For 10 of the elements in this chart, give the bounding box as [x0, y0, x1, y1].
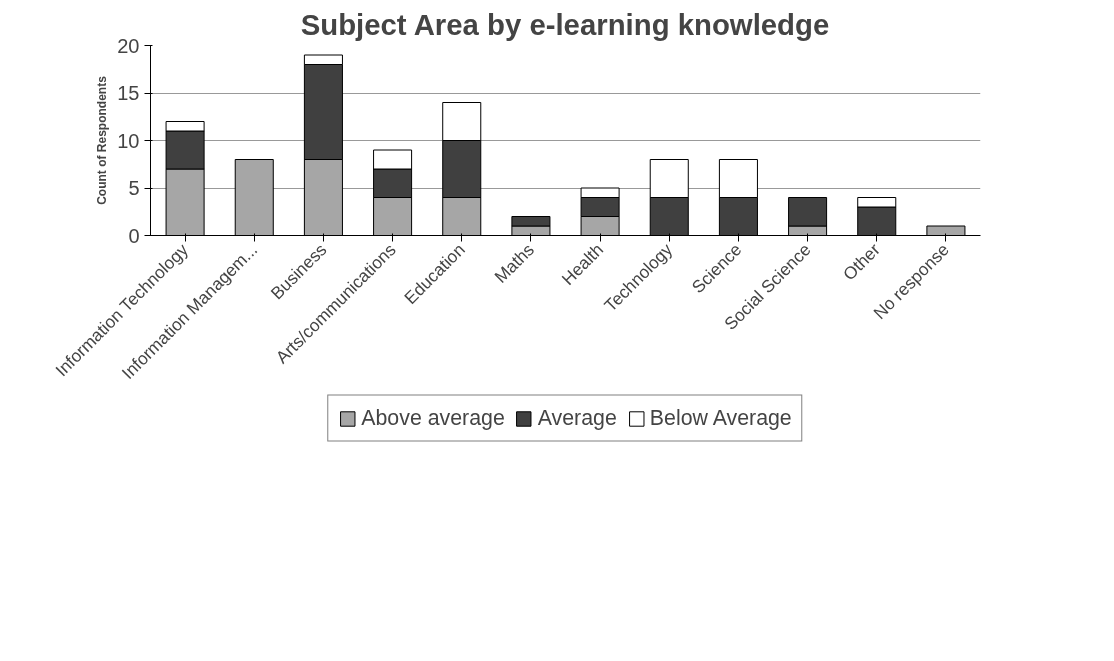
y-tick-label: 15	[117, 82, 140, 104]
y-tick-label: 5	[128, 177, 140, 199]
y-tick-label: 10	[117, 129, 140, 152]
legend-label: Below Average	[649, 405, 792, 431]
chart-title: Subject Area by e-learning knowledge	[300, 7, 830, 41]
y-tick-label: 0	[128, 224, 140, 247]
y-tick-label: 20	[117, 34, 140, 57]
legend-label: Average	[537, 405, 617, 431]
legend-label: Above average	[361, 405, 505, 431]
y-axis-title: Count of Respondents	[95, 75, 110, 205]
